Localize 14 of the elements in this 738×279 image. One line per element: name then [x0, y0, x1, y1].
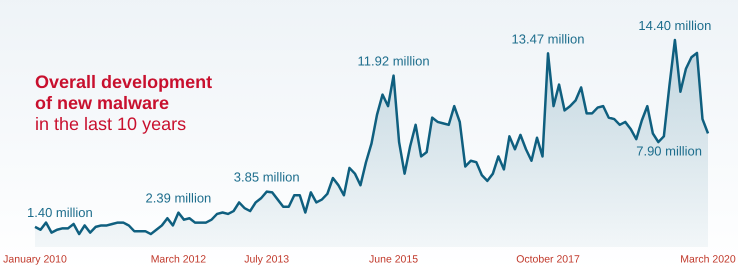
data-label: 11.92 million: [358, 54, 430, 69]
data-label: 2.39 million: [146, 190, 212, 206]
data-label: 1.40 million: [27, 204, 93, 220]
x-tick-label: October 2017: [516, 253, 580, 266]
data-label: 3.85 million: [234, 170, 300, 185]
x-tick-label: July 2013: [244, 253, 290, 266]
data-label: 7.90 million: [636, 143, 702, 158]
x-tick-label: March 2020: [680, 253, 736, 266]
x-tick-label: March 2012: [150, 253, 206, 266]
x-tick-label: June 2015: [369, 253, 418, 266]
text: in the last 10 years: [35, 114, 188, 135]
x-tick-label: January 2010: [3, 253, 67, 266]
data-label: 14.40 million: [638, 18, 712, 33]
data-label: 13.47 million: [512, 31, 585, 46]
